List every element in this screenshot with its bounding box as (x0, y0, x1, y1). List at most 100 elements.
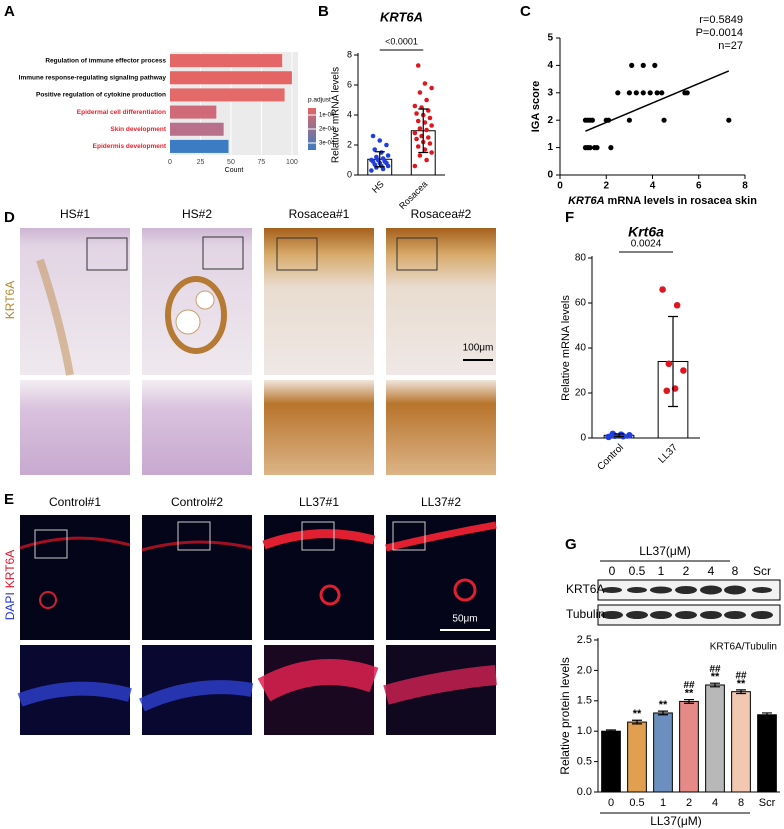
bar (170, 122, 224, 136)
stain-label: DAPI KRT6A (3, 550, 17, 620)
x-axis-label-text: mRNA levels in rosacea skin (608, 195, 758, 207)
panel-e-images (17, 515, 497, 735)
error-bar (736, 689, 746, 695)
chart-title: KRT6A (380, 9, 423, 24)
x-tick-label: Control (595, 442, 626, 473)
bar (627, 721, 647, 793)
panel-d-images (20, 228, 496, 475)
annotation: P=0.0014 (696, 27, 743, 39)
category-label: Epidermal cell differentiation (77, 109, 166, 116)
data-point (380, 156, 386, 161)
stain-label: KRT6A (3, 281, 17, 319)
column-label: HS#2 (182, 207, 212, 221)
y-tick-label: 2 (347, 139, 352, 149)
bar (731, 691, 751, 793)
y-axis-label: Relative mRNA levels (331, 67, 342, 163)
data-point (369, 157, 374, 163)
data-point (726, 117, 732, 123)
error-bar (762, 712, 772, 718)
x-tick-label: 8 (738, 797, 744, 809)
y-tick-label: 4 (347, 109, 352, 119)
panel-letter: D (4, 209, 15, 226)
data-point (429, 123, 434, 128)
y-tick-label: 60 (575, 298, 587, 309)
data-point (626, 432, 633, 439)
y-tick-label: 2.5 (577, 634, 592, 646)
legend-title: p.adjust (308, 97, 331, 104)
x-tick-label: 6 (696, 181, 702, 192)
y-tick-label: 3 (547, 87, 553, 98)
error-bar (632, 719, 642, 725)
x-tick-label: 0 (608, 797, 614, 809)
x-tick-label: 0 (557, 181, 563, 192)
x-tick-label: 1 (660, 797, 666, 809)
data-point (659, 286, 666, 293)
x-tick-label: 4 (712, 797, 718, 809)
lane-label: 0 (609, 564, 616, 578)
y-tick-label: 1.0 (577, 725, 592, 737)
x-tick-label: 75 (258, 159, 266, 166)
y-tick-label: 0.0 (577, 786, 592, 798)
x-tick-label: 25 (197, 159, 205, 166)
category-label: Skin development (110, 126, 166, 133)
significance: ** (633, 708, 642, 720)
panel-letter: B (318, 3, 329, 20)
data-point (629, 62, 635, 68)
data-point (587, 145, 593, 151)
data-point (626, 90, 632, 96)
y-tick-label: 0 (580, 433, 586, 444)
data-point (374, 154, 379, 160)
column-label: Control#2 (171, 495, 223, 509)
y-axis-label: IGA score (530, 81, 542, 133)
data-point (663, 387, 671, 395)
plot-background (170, 52, 298, 155)
significance: ** (737, 678, 746, 690)
data-point (680, 367, 687, 374)
error-bar (614, 433, 624, 438)
treatment-label: LL37(μM) (639, 544, 691, 558)
column-label: LL37#1 (299, 495, 339, 509)
x-tick-label: 100 (286, 159, 298, 166)
data-point (385, 153, 391, 158)
bar (705, 684, 725, 793)
panel-letter: C (520, 3, 531, 20)
blot-row-label: Tubulin (566, 607, 605, 621)
data-point (608, 145, 614, 151)
data-point (661, 117, 667, 123)
group-label: LL37(μM) (650, 814, 702, 828)
data-point (384, 142, 389, 148)
significance: ** (685, 687, 694, 699)
y-tick-label: 2.0 (577, 664, 592, 676)
panel-letter: E (4, 491, 14, 508)
lane-label: 8 (732, 564, 739, 578)
bar (170, 105, 217, 119)
error-bar (658, 710, 668, 716)
data-point (659, 90, 665, 96)
column-label: Control#1 (49, 495, 101, 509)
significance: ## (735, 670, 747, 681)
x-tick-label: 0.5 (629, 797, 644, 809)
colorbar-label: 3e-04 (319, 141, 335, 147)
column-label: Rosacea#2 (411, 207, 472, 221)
bar (757, 714, 777, 793)
data-point (594, 145, 600, 151)
column-label: Rosacea#1 (289, 207, 350, 221)
dapi-label: DAPI (3, 592, 17, 620)
y-tick-label: 2 (547, 115, 553, 126)
x-axis-label: Count (225, 167, 244, 174)
bar (679, 700, 699, 793)
annotation: n=27 (718, 40, 743, 52)
significance: ## (709, 664, 721, 675)
y-axis-label: Relative mRNA levels (560, 295, 572, 401)
y-tick-label: 4 (547, 60, 553, 71)
y-tick-label: 5 (547, 33, 553, 44)
x-tick-label: 50 (227, 159, 235, 166)
chart-title: Krt6a (628, 224, 664, 240)
bar (653, 712, 673, 793)
p-value: <0.0001 (385, 36, 418, 46)
y-tick-label: 80 (575, 253, 587, 264)
data-point (369, 168, 374, 173)
lane-label: 4 (708, 564, 715, 578)
significance: ** (711, 671, 720, 683)
